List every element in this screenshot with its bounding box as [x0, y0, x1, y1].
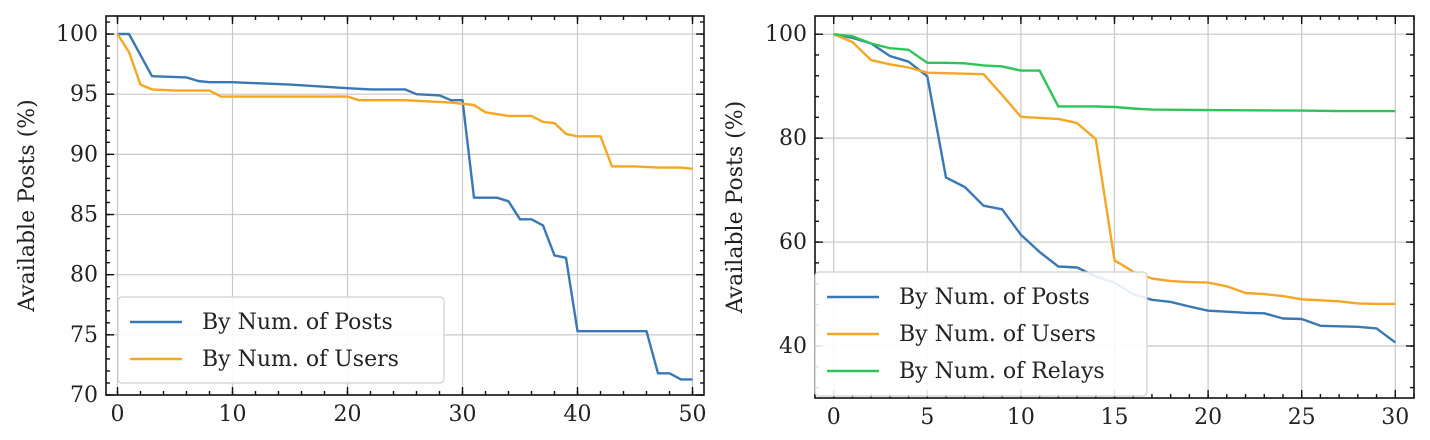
- series-line-2: [833, 33, 1396, 306]
- y-tick-label: 100: [765, 22, 807, 47]
- chart-1: 0 10 20 30 40 50 70 75 80 85 90 95 100 Available Post…: [15, 15, 707, 427]
- x-tick-label: 30: [449, 402, 477, 427]
- y-tick-label: 80: [779, 126, 807, 151]
- gridlines: [106, 16, 704, 396]
- series-line-3: [833, 33, 1396, 113]
- y-axis-label: Available Posts (%): [723, 101, 748, 315]
- legend-label: By Num. of Posts: [202, 310, 393, 335]
- x-tick-label: 20: [334, 402, 362, 427]
- x-tick-label: 5: [920, 405, 934, 430]
- x-tick-label: 30: [1381, 405, 1409, 430]
- y-tick-label: 70: [70, 383, 98, 408]
- chart-2: 0 5 10 15 20 25 30 40 60 80 100 Available Posts (%)…: [723, 15, 1415, 430]
- x-tick-label: 10: [219, 402, 247, 427]
- legend-box: [814, 271, 1148, 397]
- y-tick-label: 100: [56, 22, 98, 47]
- series-line-1: [117, 32, 693, 381]
- y-tick-label: 85: [70, 203, 98, 228]
- y-tick-label: 75: [70, 323, 98, 348]
- x-tick-label: 50: [679, 402, 707, 427]
- y-tick-label: 95: [70, 82, 98, 107]
- x-tick-label: 0: [827, 405, 841, 430]
- legend-label: By Num. of Relays: [899, 359, 1105, 384]
- y-axis-label: Available Posts (%): [15, 99, 40, 313]
- legend: By Num. of Posts By Num. of Users: [117, 296, 445, 384]
- x-tick-label: 20: [1194, 405, 1222, 430]
- plot-frame: [105, 15, 705, 396]
- series-line-2: [116, 33, 693, 170]
- x-tick-label: 0: [111, 402, 125, 427]
- legend-box: [117, 296, 445, 384]
- y-tick-label: 90: [70, 142, 98, 167]
- x-tick-label: 40: [564, 402, 592, 427]
- legend: By Num. of Posts By Num. of Users By Num. …: [814, 271, 1148, 397]
- y-tick-label: 60: [779, 230, 807, 255]
- x-tick-label: 25: [1288, 405, 1316, 430]
- x-tick-label: 10: [1007, 405, 1035, 430]
- y-tick-label: 40: [779, 334, 807, 359]
- ticks: [106, 16, 704, 396]
- legend-label: By Num. of Users: [899, 322, 1096, 347]
- legend-label: By Num. of Users: [202, 347, 399, 372]
- y-tick-label: 80: [70, 263, 98, 288]
- legend-label: By Num. of Posts: [899, 285, 1090, 310]
- x-tick-label: 15: [1101, 405, 1129, 430]
